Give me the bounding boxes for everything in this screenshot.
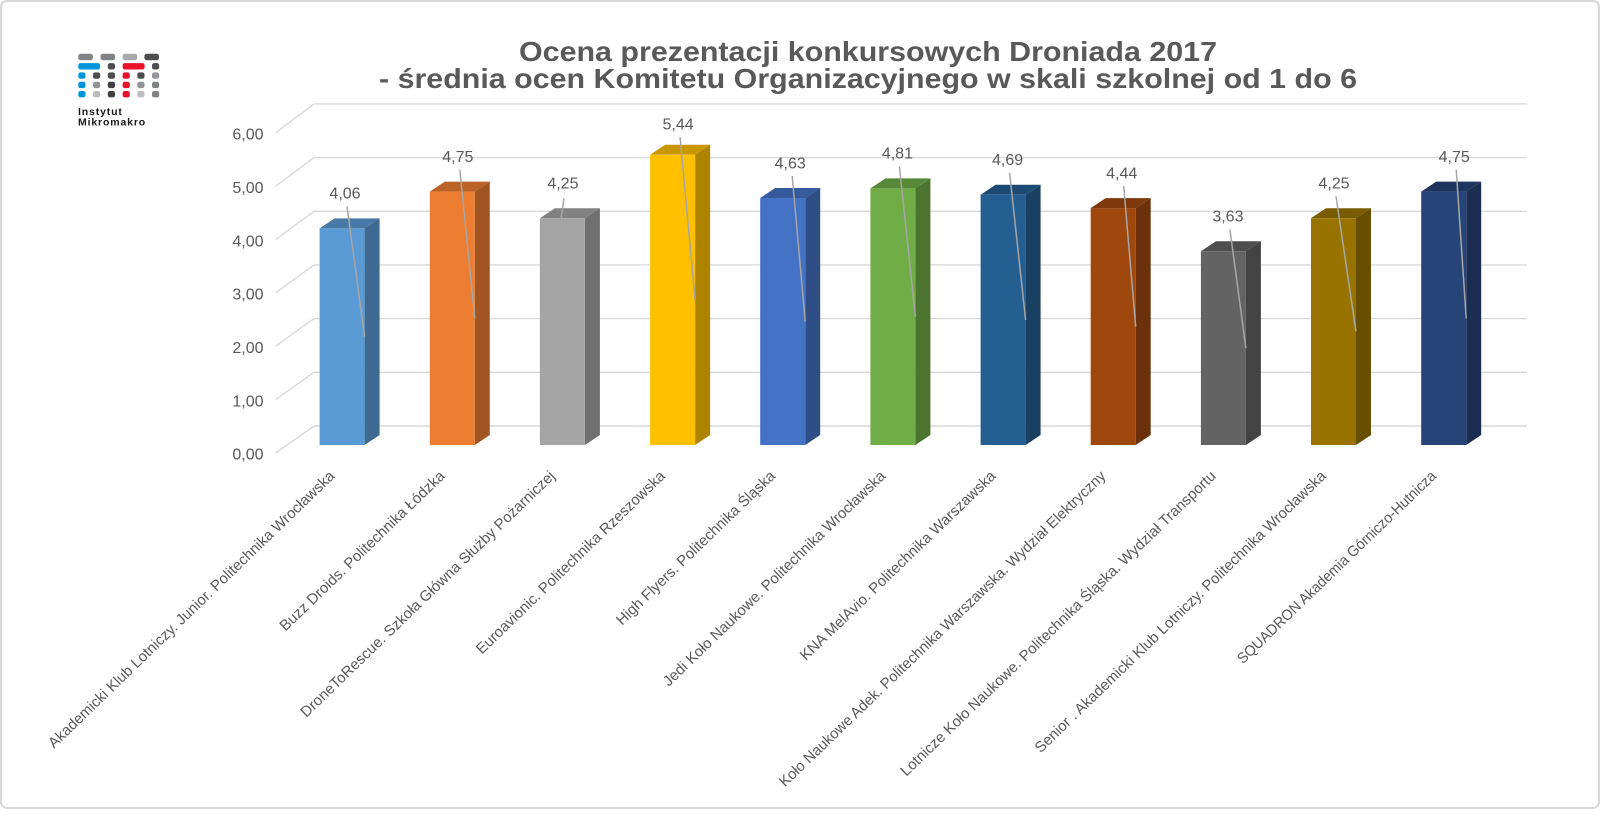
svg-text:0,00: 0,00 — [232, 447, 263, 464]
svg-text:3,63: 3,63 — [1212, 209, 1243, 226]
svg-text:4,25: 4,25 — [547, 176, 578, 193]
svg-text:Mikromakro: Mikromakro — [78, 117, 146, 129]
svg-text:4,06: 4,06 — [329, 186, 360, 203]
svg-text:4,63: 4,63 — [775, 155, 806, 172]
svg-text:4,00: 4,00 — [232, 233, 263, 250]
svg-text:4,81: 4,81 — [882, 146, 913, 163]
svg-text:4,25: 4,25 — [1318, 176, 1349, 193]
svg-text:1,00: 1,00 — [232, 393, 263, 410]
svg-text:4,75: 4,75 — [442, 149, 473, 166]
svg-text:4,69: 4,69 — [992, 152, 1023, 169]
svg-text:6,00: 6,00 — [232, 127, 263, 144]
svg-text:4,75: 4,75 — [1439, 149, 1470, 166]
svg-text:- średnia ocen Komitetu Organi: - średnia ocen Komitetu Organizacyjnego … — [379, 63, 1357, 94]
svg-text:Instytut: Instytut — [78, 106, 123, 118]
svg-text:5,44: 5,44 — [663, 117, 694, 134]
svg-text:4,44: 4,44 — [1106, 165, 1137, 182]
svg-text:Ocena prezentacji konkursowych: Ocena prezentacji konkursowych Droniada … — [519, 36, 1217, 67]
svg-text:3,00: 3,00 — [232, 287, 263, 304]
svg-text:5,00: 5,00 — [232, 180, 263, 197]
svg-text:2,00: 2,00 — [232, 340, 263, 357]
